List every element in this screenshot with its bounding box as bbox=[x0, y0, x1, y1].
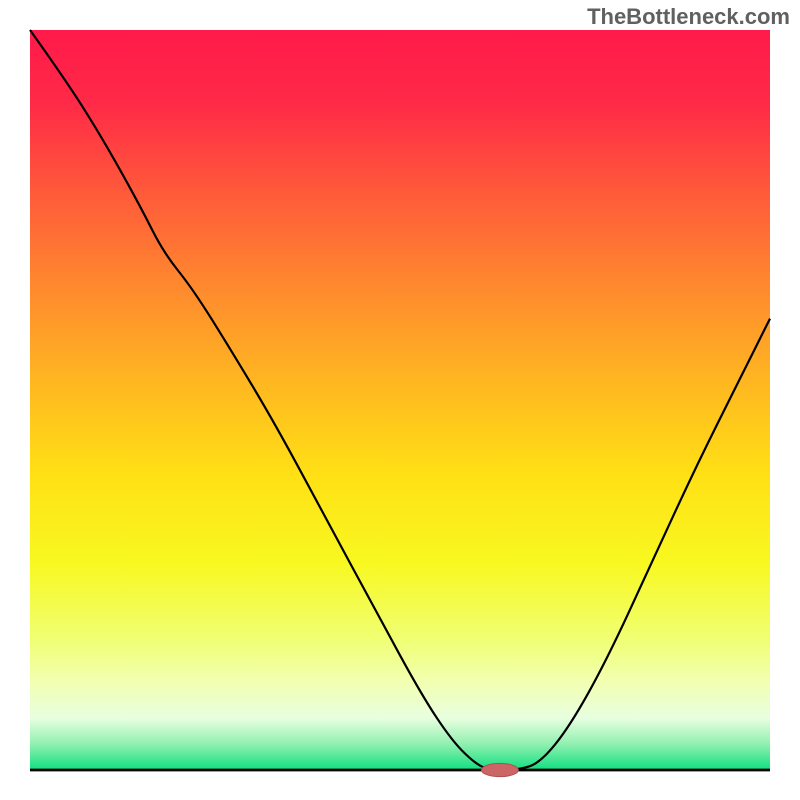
plot-background bbox=[30, 30, 770, 770]
chart-svg bbox=[0, 0, 800, 800]
optimum-marker bbox=[481, 763, 518, 776]
bottleneck-chart: TheBottleneck.com bbox=[0, 0, 800, 800]
watermark-text: TheBottleneck.com bbox=[587, 4, 790, 30]
